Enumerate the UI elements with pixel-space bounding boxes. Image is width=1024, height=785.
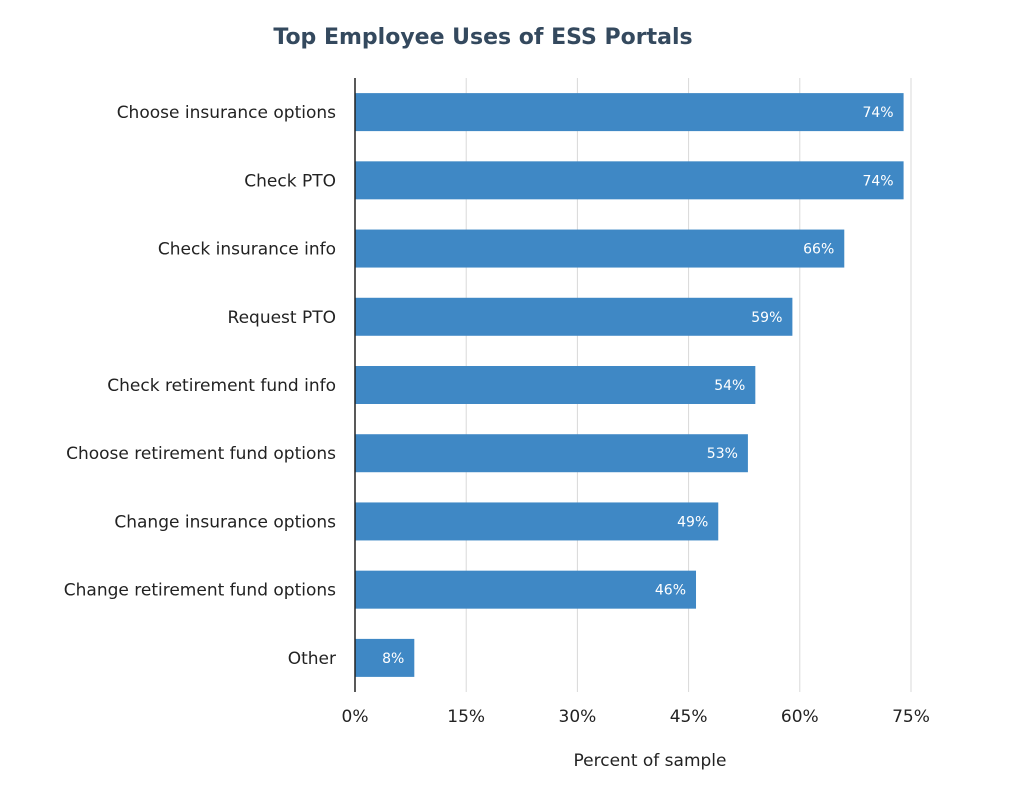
chart-title: Top Employee Uses of ESS Portals	[273, 25, 692, 50]
x-tick-label: 30%	[559, 707, 597, 727]
bar	[355, 638, 415, 677]
data-label: 8%	[382, 651, 404, 667]
bar	[355, 502, 719, 541]
category-label: Check retirement fund info	[107, 376, 336, 396]
x-tick-label: 0%	[342, 707, 369, 727]
data-label: 59%	[751, 310, 782, 326]
data-label: 53%	[707, 446, 738, 462]
bar	[355, 93, 904, 132]
category-labels: Choose insurance options Check PTO Check i…	[64, 103, 336, 669]
data-label: 49%	[677, 514, 708, 530]
category-label: Change retirement fund options	[64, 581, 336, 601]
bar	[355, 570, 697, 609]
category-label: Change insurance options	[114, 512, 336, 532]
category-label: Request PTO	[228, 308, 336, 328]
data-label: 66%	[803, 242, 834, 258]
category-label: Choose retirement fund options	[66, 444, 336, 464]
x-axis-ticks: 0% 15% 30% 45% 60% 75%	[342, 707, 930, 727]
bar	[355, 229, 845, 268]
x-tick-label: 45%	[670, 707, 708, 727]
category-label: Choose insurance options	[117, 103, 336, 123]
data-label: 74%	[862, 105, 893, 121]
category-label: Other	[288, 649, 336, 669]
category-label: Check insurance info	[158, 240, 336, 260]
bar	[355, 161, 904, 200]
x-tick-label: 75%	[892, 707, 930, 727]
category-label: Check PTO	[244, 171, 336, 191]
data-label: 54%	[714, 378, 745, 394]
bar	[355, 297, 793, 336]
x-tick-label: 60%	[781, 707, 819, 727]
data-label: 46%	[655, 583, 686, 599]
data-label: 74%	[862, 173, 893, 189]
bar	[355, 434, 748, 473]
x-tick-label: 15%	[447, 707, 485, 727]
x-axis-label: Percent of sample	[574, 751, 727, 771]
bar	[355, 366, 756, 404]
bars: 74% 74% 66% 59% 54% 53% 49% 46% 8%	[355, 93, 904, 677]
